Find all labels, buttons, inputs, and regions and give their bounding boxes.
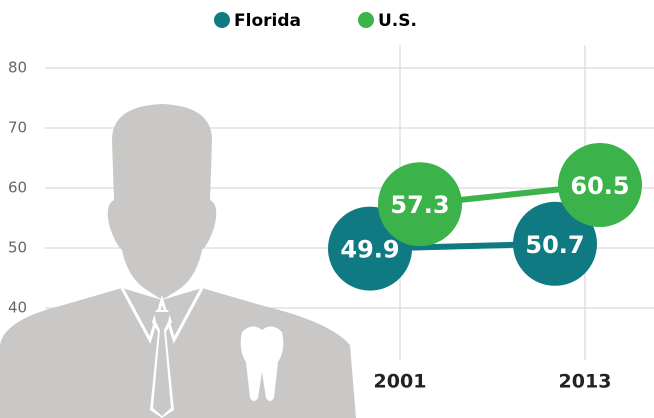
data-label: 50.7 xyxy=(525,231,584,259)
legend-label: Florida xyxy=(234,11,301,31)
data-label: 49.9 xyxy=(340,236,399,264)
legend-marker xyxy=(214,12,230,28)
data-label: 57.3 xyxy=(390,191,449,219)
data-label: 60.5 xyxy=(570,172,629,200)
plot: 2001 2013 49.9 50.7 57.3 60.5 xyxy=(328,143,642,393)
person-silhouette xyxy=(0,104,356,418)
y-tick-label: 60 xyxy=(8,179,27,197)
chart: 40 50 60 70 80 2001 2013 49.9 50.7 57.3 60.5 Flor… xyxy=(0,0,654,418)
legend-marker xyxy=(358,12,374,28)
y-tick-label: 40 xyxy=(8,299,27,317)
x-tick-label: 2013 xyxy=(559,371,612,393)
y-tick-label: 50 xyxy=(8,239,27,257)
y-tick-label: 70 xyxy=(8,119,27,137)
legend-label: U.S. xyxy=(378,11,417,31)
legend: Florida U.S. xyxy=(214,11,417,31)
y-tick-label: 80 xyxy=(8,59,27,77)
x-tick-label: 2001 xyxy=(374,371,427,393)
